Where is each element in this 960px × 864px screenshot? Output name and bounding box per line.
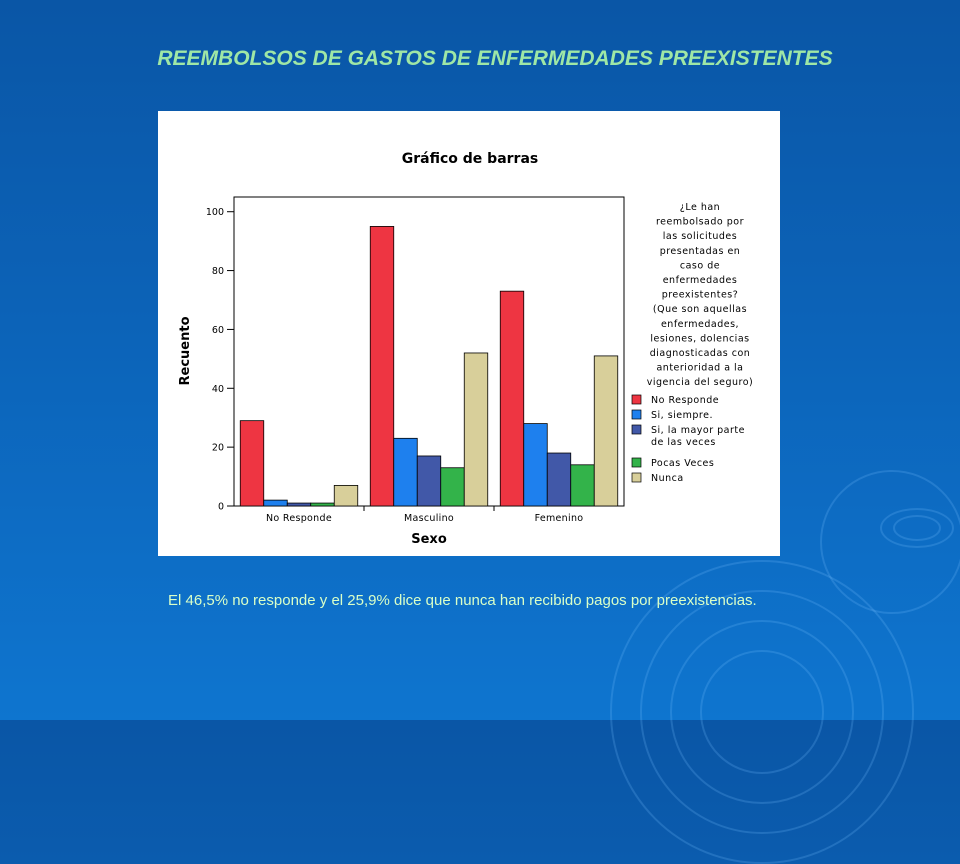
x-category-label: Masculino (404, 513, 454, 524)
x-category-label: Femenino (535, 513, 584, 524)
bar-pocas-veces-2 (570, 464, 595, 507)
chart-title: Gráfico de barras (402, 151, 538, 167)
legend-title-line: las solicitudes (663, 231, 737, 242)
bar-si-siempre-2 (523, 423, 548, 507)
x-axis: No Responde Masculino Femenino (266, 506, 583, 524)
bar-series-group (239, 226, 619, 507)
legend-label: No Responde (651, 395, 719, 406)
bar-pocas-veces-0 (310, 502, 335, 507)
legend-label: Si, siempre. (651, 410, 713, 421)
legend-swatch (631, 457, 642, 468)
bar-nunca-2 (593, 355, 619, 507)
bar-si-siempre-1 (393, 437, 418, 507)
slide-caption: El 46,5% no responde y el 25,9% dice que… (168, 592, 757, 609)
y-tick-label: 20 (212, 443, 224, 454)
legend-label: Pocas Veces (651, 458, 714, 469)
legend-title-line: (Que son aquellas (653, 304, 747, 315)
legend-title-line: diagnosticadas con (650, 348, 751, 359)
bar-no-responde-0 (239, 420, 265, 507)
y-axis: 0 20 40 60 80 100 (206, 207, 234, 513)
y-tick-label: 60 (212, 325, 224, 336)
bar-nunca-0 (333, 484, 359, 507)
x-axis-title: Sexo (411, 532, 447, 547)
legend-label: Si, la mayor parte (651, 425, 745, 436)
legend-title-line: lesiones, dolencias (650, 333, 749, 344)
legend: ¿Le han reembolsado por las solicitudes pre… (631, 202, 753, 484)
y-tick-label: 100 (206, 207, 224, 218)
legend-title-line: ¿Le han (680, 202, 720, 213)
legend-title-line: enfermedades (663, 275, 738, 286)
y-tick-label: 80 (212, 266, 224, 277)
legend-swatch (631, 409, 642, 420)
legend-title-line: preexistentes? (662, 290, 739, 301)
ripple-decoration (700, 650, 824, 774)
legend-swatch (631, 472, 642, 483)
legend-title-line: vigencia del seguro) (647, 377, 753, 388)
legend-swatch (631, 394, 642, 405)
y-tick-label: 40 (212, 384, 224, 395)
legend-title-line: enfermedades, (661, 319, 739, 330)
legend-title-line: presentadas en (660, 246, 741, 257)
legend-title-line: reembolsado por (656, 217, 744, 228)
bar-si-la-mayor-parte-de-las-veces-2 (546, 452, 572, 507)
chart-panel: Gráfico de barras 0 20 40 60 80 100 No Respon… (158, 111, 780, 556)
legend-title-line: caso de (680, 260, 720, 271)
y-axis-title: Recuento (178, 316, 193, 385)
legend-label: de las veces (651, 437, 716, 448)
bar-si-siempre-0 (263, 499, 288, 507)
bar-si-la-mayor-parte-de-las-veces-1 (416, 455, 442, 507)
bar-nunca-1 (463, 352, 489, 507)
y-tick-label: 0 (218, 502, 224, 513)
bar-chart: Gráfico de barras 0 20 40 60 80 100 No Respon… (178, 151, 753, 547)
bar-no-responde-2 (499, 290, 525, 507)
x-category-label: No Responde (266, 513, 332, 524)
bar-pocas-veces-1 (440, 467, 465, 507)
bar-si-la-mayor-parte-de-las-veces-0 (286, 502, 312, 507)
legend-label: Nunca (651, 473, 684, 484)
legend-title-line: anterioridad a la (656, 363, 743, 374)
slide-title: REEMBOLSOS DE GASTOS DE ENFERMEDADES PRE… (157, 47, 833, 70)
legend-swatch (631, 424, 642, 435)
bar-no-responde-1 (369, 226, 395, 507)
ripple-decoration (820, 470, 960, 614)
